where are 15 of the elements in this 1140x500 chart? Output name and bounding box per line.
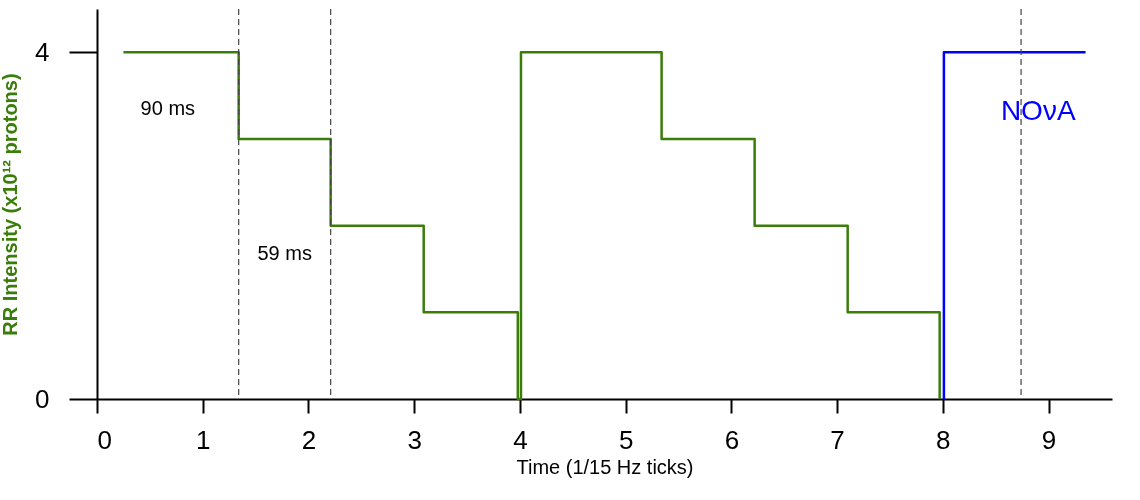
x-tick-label: 9 [1041, 424, 1057, 455]
x-tick-label: 2 [301, 424, 317, 455]
x-tick-label: 1 [195, 424, 211, 455]
x-tick-label: 8 [936, 424, 951, 455]
y-axis-title: RR Intensity (x10¹² protons) [0, 73, 22, 336]
annotation: 59 ms [257, 242, 312, 264]
x-tick-label: 7 [830, 424, 845, 455]
x-tick-label: 6 [724, 424, 740, 455]
series-label: NOνA [1000, 95, 1076, 127]
x-tick-label: 5 [618, 424, 634, 455]
x-tick-label: 3 [407, 424, 422, 455]
x-tick-label: 0 [97, 424, 112, 455]
x-axis-title: Time (1/15 Hz ticks) [516, 455, 694, 478]
annotation: 90 ms [140, 97, 196, 119]
x-tick-label: 4 [513, 424, 528, 455]
